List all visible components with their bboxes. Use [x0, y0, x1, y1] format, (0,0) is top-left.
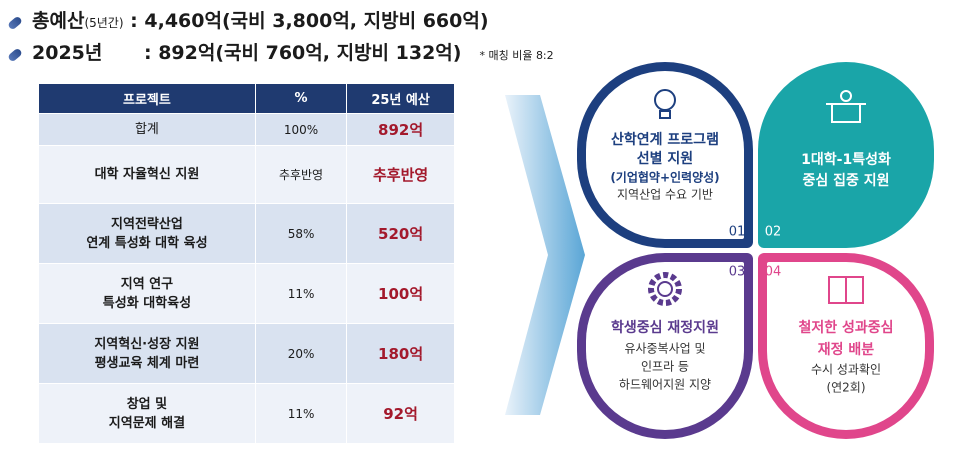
petal-inner [586, 71, 744, 239]
petal-desc: 유사중복사업 및 [624, 342, 705, 356]
petal-subtitle: (기업협약+인력양성) [610, 170, 719, 185]
icon [648, 272, 682, 306]
project-line: 대학 자율혁신 지원 [94, 167, 200, 182]
year-value: : 892억(국비 760억, 지방비 132억) [144, 42, 462, 64]
budget-cell: 100억 [346, 263, 455, 324]
petal-title: 1대학-1특성화 [801, 152, 891, 168]
budget-table: 프로젝트% 25년 예산 합계 100% 892억 대학 자율혁신 지원 추후반영 추후반영… [38, 83, 455, 444]
petal-desc: 수시 성과확인 [811, 363, 881, 377]
budget-cell: 892억 [346, 113, 455, 146]
table-row: 창업 및 지역문제 해결 11% 92억 [38, 383, 455, 444]
note: * 매칭 비율 8:2 [479, 49, 554, 62]
petal-number: 02 [765, 225, 782, 240]
percent-cell: 11% [254, 263, 348, 324]
percent-cell: 58% [254, 203, 348, 264]
petal-number: 03 [729, 265, 746, 280]
icon [826, 90, 866, 123]
project-line: 연계 특성화 대학 육성 [86, 235, 208, 251]
percent-cell: 20% [254, 323, 348, 384]
header-cell: 25년 예산 [346, 83, 455, 114]
table-row: 대학 자율혁신 지원 추후반영 추후반영 [38, 145, 455, 204]
project-line: 지역전략산업 [111, 216, 183, 232]
petal-title: 학생중심 재정지원 [611, 319, 719, 336]
arrow [505, 95, 585, 415]
petal-title: 선별 지원 [637, 150, 693, 167]
petal-desc: (연2회) [826, 381, 865, 395]
icon-part [657, 281, 673, 297]
total-value: : 4,460억(국비 3,800억, 지방비 660억) [130, 10, 489, 32]
summary-total: 총예산 (5년간) : 4,460억(국비 3,800억, 지방비 660억) [7, 6, 489, 33]
project-line: 지역문제 해결 [108, 415, 186, 431]
project-cell: 대학 자율혁신 지원 [38, 145, 256, 204]
icon-part [648, 272, 682, 306]
icon [654, 89, 676, 119]
icon [828, 276, 864, 304]
petal-number: 04 [765, 265, 782, 280]
project-line: 합계 [134, 122, 159, 137]
project-line: 창업 및 [126, 396, 168, 412]
project-line: 특성화 대학육성 [102, 295, 192, 311]
icon-part [659, 110, 671, 119]
summary-year: 2025년 : 892억(국비 760억, 지방비 132억) * 매칭 비율 8:… [7, 38, 554, 65]
project-line: 평생교육 체계 마련 [94, 355, 200, 371]
budget-cell: 92억 [346, 383, 455, 444]
petal [758, 62, 934, 248]
petal-inner [586, 262, 744, 430]
project-line: 지역 연구 [120, 276, 174, 292]
icon-part [840, 90, 852, 102]
percent-cell: 11% [254, 383, 348, 444]
budget-cell: 520억 [346, 203, 455, 264]
budget-cell: 180억 [346, 323, 455, 384]
budget-cell: 추후반영 [346, 145, 455, 204]
petal-title: 철저한 성과중심 [798, 320, 893, 336]
petal-inner [767, 262, 925, 430]
project-line: 지역혁신·성장 지원 [94, 336, 200, 352]
table-row: 지역혁신·성장 지원 평생교육 체계 마련 20% 180억 [38, 323, 455, 384]
petal-desc: 하드웨어지원 지양 [619, 378, 711, 392]
petal-desc: 지역산업 수요 기반 [617, 188, 713, 202]
percent-cell: 100% [254, 113, 348, 146]
petal-number: 01 [729, 225, 746, 240]
total-period: (5년간) [84, 16, 124, 30]
year-label: 2025년 [32, 42, 103, 64]
total-label: 총예산 [32, 10, 85, 32]
petal-title: 중심 집중 지원 [802, 172, 889, 189]
petal-desc: 인프라 등 [641, 360, 689, 374]
petal-title: 재정 배분 [818, 341, 875, 358]
petal-title: 산학연계 프로그램 [611, 131, 719, 148]
